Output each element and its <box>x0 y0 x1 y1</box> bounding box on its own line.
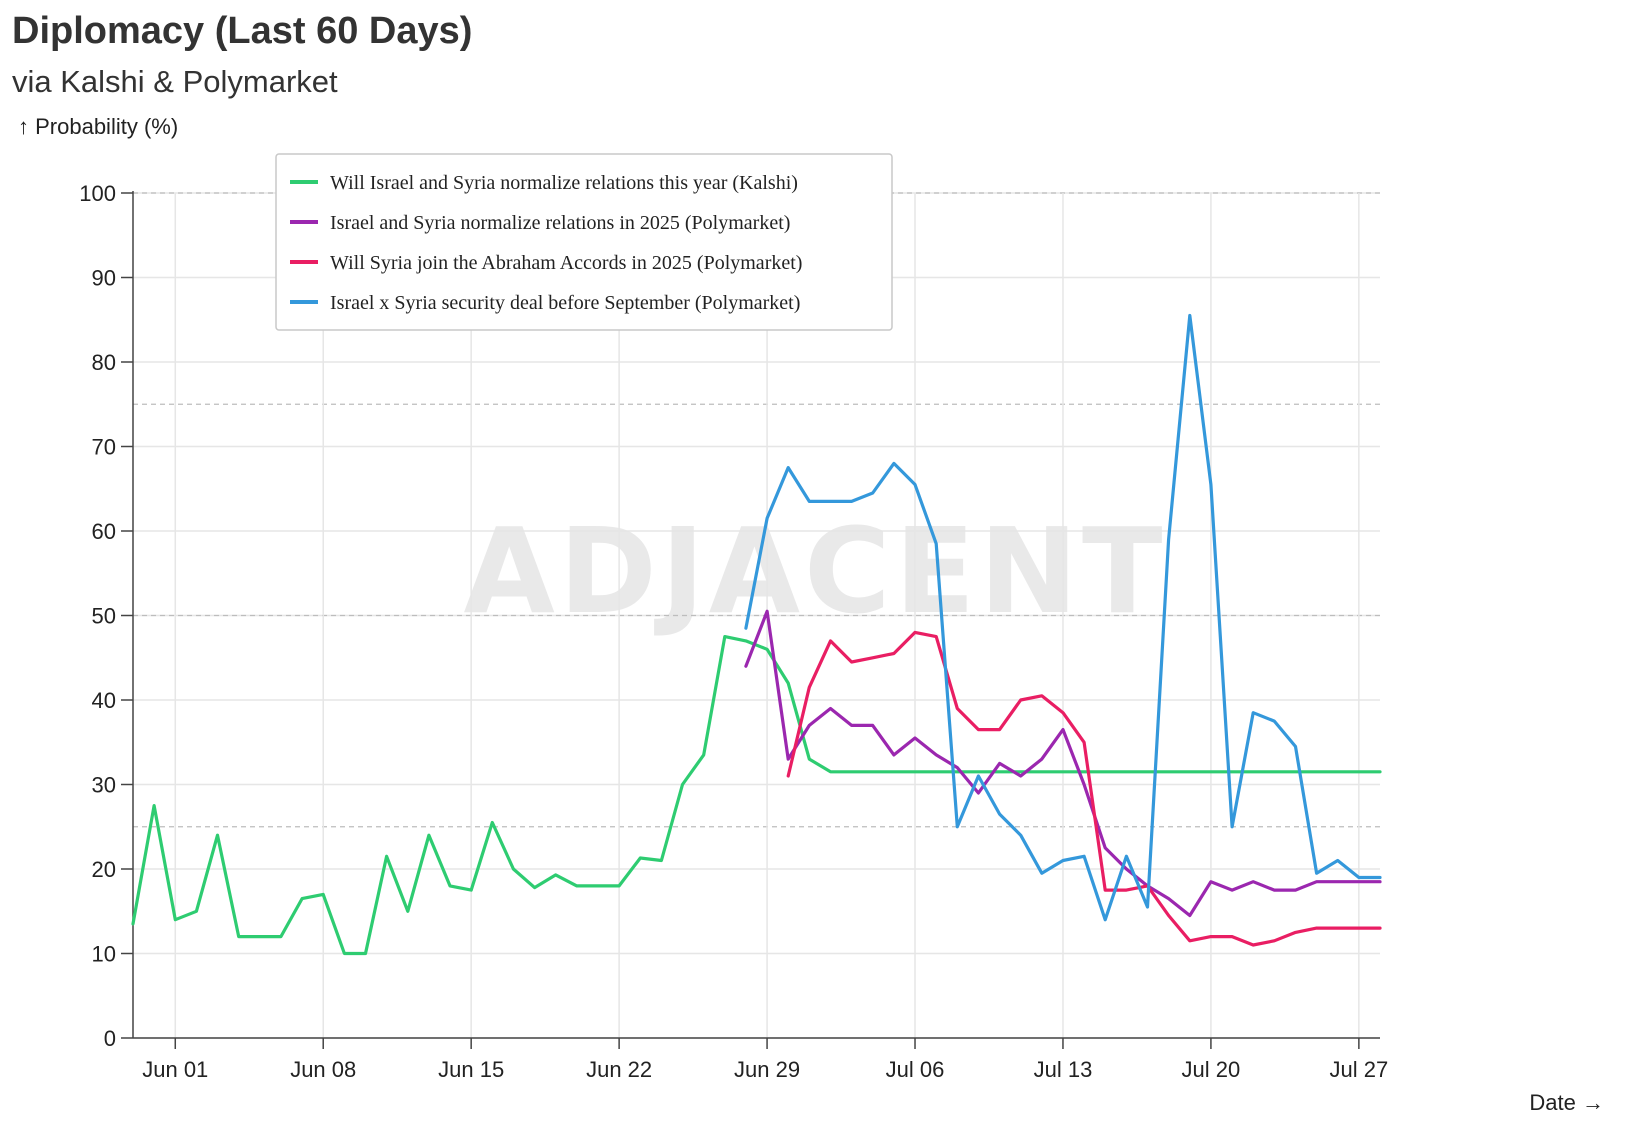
chart-legend: Will Israel and Syria normalize relation… <box>275 153 893 331</box>
chart-title: Diplomacy (Last 60 Days) <box>12 10 473 52</box>
series-layer <box>131 313 1382 956</box>
x-tick-label: Jun 15 <box>438 1057 504 1082</box>
y-tick-label: 40 <box>92 688 116 713</box>
legend-item-label: Israel and Syria normalize relations in … <box>330 212 790 234</box>
x-tick-label: Jun 22 <box>586 1057 652 1082</box>
y-tick-label: 0 <box>104 1026 116 1051</box>
chart-subtitle: via Kalshi & Polymarket <box>12 64 338 99</box>
legend-box <box>275 153 893 331</box>
y-tick-label: 50 <box>92 604 116 629</box>
y-tick-label: 30 <box>92 773 116 798</box>
series-line-3 <box>786 630 1382 947</box>
watermark-text: ADJACENT <box>464 502 1167 640</box>
legend-item-label: Israel x Syria security deal before Sept… <box>330 292 800 314</box>
y-tick-label: 10 <box>92 942 116 967</box>
x-tick-label: Jun 29 <box>734 1057 800 1082</box>
x-tick-label: Jun 01 <box>142 1057 208 1082</box>
y-tick-label: 60 <box>92 519 116 544</box>
x-tick-label: Jul 20 <box>1182 1057 1241 1082</box>
x-axis-label: Date → <box>1529 1090 1604 1115</box>
x-tick-label: Jul 13 <box>1034 1057 1093 1082</box>
y-tick-label: 80 <box>92 350 116 375</box>
series-line-2 <box>744 609 1382 918</box>
x-tick-label: Jul 27 <box>1330 1057 1389 1082</box>
x-tick-label: Jul 06 <box>886 1057 945 1082</box>
series-line-4 <box>744 313 1382 922</box>
y-tick-label: 90 <box>92 266 116 291</box>
x-tick-label: Jun 08 <box>290 1057 356 1082</box>
series-line-1 <box>131 634 1382 956</box>
y-tick-label: 20 <box>92 857 116 882</box>
legend-item-label: Will Israel and Syria normalize relation… <box>330 172 798 194</box>
chart-axes: 0 10 20 30 40 50 60 70 80 90 100 Jun 01 Jun 08 Jun 15… <box>79 181 1388 1082</box>
y-axis-label: ↑ Probability (%) <box>18 114 179 139</box>
legend-item-label: Will Syria join the Abraham Accords in 2… <box>330 252 802 274</box>
y-tick-label: 100 <box>79 181 116 206</box>
y-tick-label: 70 <box>92 435 116 460</box>
